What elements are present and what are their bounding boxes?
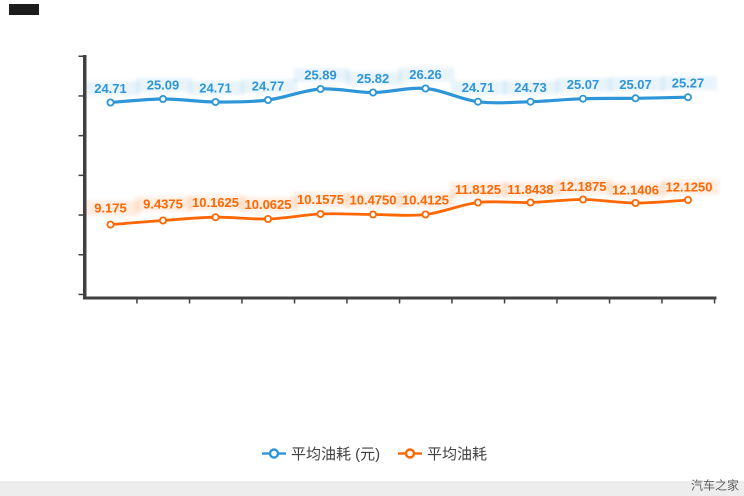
svg-text:汽车之家: 汽车之家 [691,478,739,493]
svg-text:12.1406: 12.1406 [612,183,659,198]
svg-text:25.09: 25.09 [147,78,180,93]
svg-text:26.26: 26.26 [409,67,442,82]
svg-text:24.73: 24.73 [514,80,547,95]
svg-text:25.07: 25.07 [567,77,600,92]
svg-text:24.71: 24.71 [94,81,127,96]
svg-text:10.4750: 10.4750 [350,193,397,208]
svg-text:平均油耗 (元): 平均油耗 (元) [291,446,380,463]
svg-text:10.0625: 10.0625 [245,197,292,212]
svg-text:24.77: 24.77 [252,79,285,94]
svg-text:9.175: 9.175 [94,201,127,216]
svg-text:24.71: 24.71 [462,80,495,95]
svg-text:25.27: 25.27 [672,76,705,91]
svg-text:平均油耗: 平均油耗 [427,446,487,463]
svg-text:25.89: 25.89 [304,68,337,83]
svg-text:25.82: 25.82 [357,71,390,86]
svg-text:9.4375: 9.4375 [143,197,183,212]
svg-text:24.71: 24.71 [199,81,232,96]
svg-text:10.1625: 10.1625 [192,195,239,210]
svg-text:10.1575: 10.1575 [297,192,344,207]
svg-text:11.8438: 11.8438 [507,182,553,197]
svg-text:12.1250: 12.1250 [666,180,713,195]
svg-text:10.4125: 10.4125 [402,193,449,208]
svg-text:11.8125: 11.8125 [455,182,501,197]
svg-text:25.07: 25.07 [619,77,652,92]
svg-text:12.1875: 12.1875 [560,179,607,194]
